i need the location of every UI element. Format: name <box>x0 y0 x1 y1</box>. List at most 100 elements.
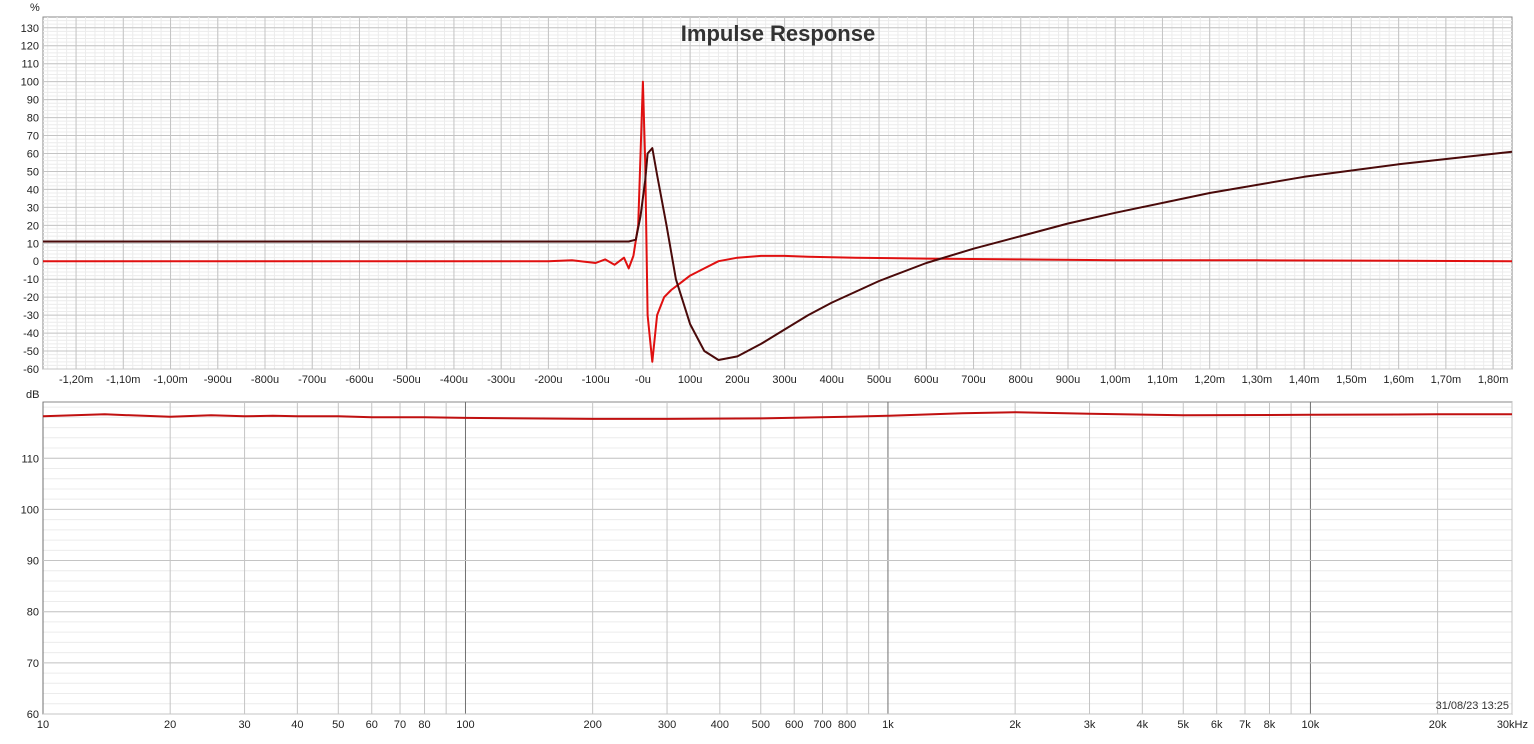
impulse-x-tick-label: -400u <box>440 374 468 386</box>
impulse-x-tick-label: 1,10m <box>1147 374 1178 386</box>
frequency-grid <box>42 401 1513 715</box>
frequency-x-tick-label: 300 <box>658 719 676 731</box>
impulse-x-tick-label: -600u <box>345 374 373 386</box>
frequency-x-tick-label: 2k <box>1009 719 1021 731</box>
impulse-x-tick-label: -100u <box>582 374 610 386</box>
frequency-x-tick-label: 20 <box>164 719 176 731</box>
frequency-x-tick-label: 70 <box>394 719 406 731</box>
frequency-x-tick-label: 50 <box>332 719 344 731</box>
impulse-x-tick-label: -1,00m <box>153 374 187 386</box>
frequency-series-line <box>42 411 1512 420</box>
impulse-y-tick-label: 60 <box>27 148 39 160</box>
impulse-x-tick-label: 1,50m <box>1336 374 1367 386</box>
impulse-x-tick-label: -500u <box>393 374 421 386</box>
frequency-y-unit: dB <box>26 389 39 401</box>
impulse-y-unit: % <box>30 2 40 14</box>
impulse-x-tick-label: 100u <box>678 374 702 386</box>
frequency-x-tick-label: 7k <box>1239 719 1251 731</box>
impulse-x-tick-label: 800u <box>1009 374 1033 386</box>
impulse-x-tick-label: -1,10m <box>106 374 140 386</box>
frequency-plot-area <box>42 401 1513 715</box>
impulse-series-line <box>43 80 1513 363</box>
frequency-y-tick-label: 80 <box>27 607 39 619</box>
impulse-y-tick-label: 120 <box>21 41 39 53</box>
impulse-x-tick-label: -700u <box>298 374 326 386</box>
impulse-tick-labels: 1301201101009080706050403020100-10-20-30… <box>21 23 1509 386</box>
impulse-y-tick-label: 70 <box>27 131 39 143</box>
impulse-x-tick-label: 1,30m <box>1242 374 1273 386</box>
frequency-x-tick-label: 1k <box>882 719 894 731</box>
frequency-x-tick-label: 20k <box>1429 719 1447 731</box>
frequency-y-tick-label: 70 <box>27 658 39 670</box>
impulse-y-tick-label: 50 <box>27 166 39 178</box>
impulse-y-tick-label: 0 <box>33 256 39 268</box>
impulse-series-group <box>43 80 1513 363</box>
frequency-x-tick-label: 6k <box>1211 719 1223 731</box>
impulse-x-tick-label: -300u <box>487 374 515 386</box>
impulse-x-tick-label: -200u <box>534 374 562 386</box>
impulse-x-tick-label: 200u <box>725 374 749 386</box>
impulse-y-tick-label: 90 <box>27 95 39 107</box>
impulse-y-tick-label: -10 <box>23 274 39 286</box>
impulse-y-tick-label: 100 <box>21 77 39 89</box>
impulse-x-tick-label: -1,20m <box>59 374 93 386</box>
impulse-y-tick-label: -40 <box>23 328 39 340</box>
frequency-x-tick-label: 80 <box>418 719 430 731</box>
frequency-x-tick-label: 8k <box>1264 719 1276 731</box>
chart-title: Impulse Response <box>681 21 875 46</box>
impulse-y-tick-label: 20 <box>27 220 39 232</box>
frequency-x-tick-label: 800 <box>838 719 856 731</box>
frequency-series-group <box>42 411 1512 420</box>
impulse-x-tick-label: 1,60m <box>1383 374 1414 386</box>
frequency-x-tick-label: 60 <box>366 719 378 731</box>
frequency-x-tick-label: 700 <box>813 719 831 731</box>
impulse-x-tick-label: 1,20m <box>1194 374 1225 386</box>
impulse-y-tick-label: -20 <box>23 292 39 304</box>
frequency-y-tick-label: 60 <box>27 709 39 721</box>
impulse-x-tick-label: 1,70m <box>1431 374 1462 386</box>
impulse-x-tick-label: 500u <box>867 374 891 386</box>
frequency-x-tick-label: 40 <box>291 719 303 731</box>
impulse-y-tick-label: 80 <box>27 113 39 125</box>
impulse-grid <box>42 16 1513 370</box>
impulse-x-tick-label: -900u <box>204 374 232 386</box>
impulse-y-tick-label: -60 <box>23 364 39 376</box>
frequency-x-tick-label: 3k <box>1084 719 1096 731</box>
frequency-y-tick-label: 90 <box>27 556 39 568</box>
impulse-y-tick-label: -30 <box>23 310 39 322</box>
impulse-x-tick-label: 700u <box>961 374 985 386</box>
frequency-x-tick-label: 10 <box>37 719 49 731</box>
impulse-y-tick-label: -50 <box>23 346 39 358</box>
impulse-y-tick-label: 110 <box>21 59 39 71</box>
impulse-x-tick-label: 400u <box>820 374 844 386</box>
impulse-series-line <box>43 147 1513 361</box>
frequency-y-tick-label: 100 <box>21 504 39 516</box>
frequency-x-tick-label: 10k <box>1302 719 1320 731</box>
frequency-x-tick-label: 600 <box>785 719 803 731</box>
frequency-y-tick-label: 110 <box>21 453 39 465</box>
impulse-y-tick-label: 40 <box>27 184 39 196</box>
impulse-x-tick-label: 1,00m <box>1100 374 1131 386</box>
impulse-x-tick-label: 900u <box>1056 374 1080 386</box>
frequency-x-tick-label: 30 <box>238 719 250 731</box>
impulse-x-tick-label: 300u <box>772 374 796 386</box>
frequency-x-tick-label: 100 <box>456 719 474 731</box>
frequency-x-tick-label: 200 <box>583 719 601 731</box>
frequency-x-tick-label: 5k <box>1177 719 1189 731</box>
impulse-y-tick-label: 10 <box>27 238 39 250</box>
frequency-x-tick-label: 400 <box>711 719 729 731</box>
impulse-x-tick-label: 600u <box>914 374 938 386</box>
frequency-x-tick-label: 4k <box>1136 719 1148 731</box>
frequency-x-tick-label: 500 <box>752 719 770 731</box>
impulse-x-tick-label: 1,40m <box>1289 374 1320 386</box>
impulse-x-tick-label: -0u <box>635 374 651 386</box>
impulse-y-tick-label: 130 <box>21 23 39 35</box>
timestamp: 31/08/23 13:25 <box>1436 700 1509 712</box>
frequency-x-tick-label: 30kHz <box>1497 719 1528 731</box>
impulse-x-tick-label: -800u <box>251 374 279 386</box>
impulse-x-tick-label: 1,80m <box>1478 374 1509 386</box>
impulse-y-tick-label: 30 <box>27 202 39 214</box>
